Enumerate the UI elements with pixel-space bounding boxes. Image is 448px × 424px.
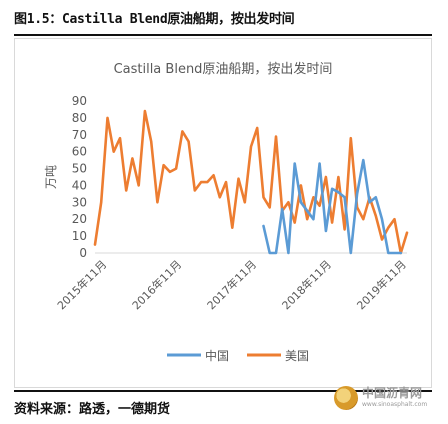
x-tick-label: 2019年11月 [354,257,409,312]
series-lines [93,109,409,255]
line-chart: Castilla Blend原油船期，按出发时间 万吨 0 10 20 30 40 50 6… [44,61,409,363]
legend-label: 中国 [205,348,229,363]
x-tick-label: 2017年11月 [204,257,259,312]
bottom-rule [14,390,432,392]
series-line-美国 [93,109,409,255]
top-rule [14,34,432,36]
y-tick-label: 20 [72,212,87,226]
x-tick-label: 2016年11月 [129,257,184,312]
x-tick-label: 2015年11月 [54,257,109,312]
y-axis-label: 万吨 [44,165,58,189]
chart-title: Castilla Blend原油船期，按出发时间 [114,61,333,77]
y-tick-label: 60 [72,145,87,159]
source-note: 资料来源：路透，一德期货 [14,402,171,417]
figure-caption: 图1.5：Castilla Blend原油船期，按出发时间 [14,12,295,27]
legend-label: 美国 [285,349,309,363]
watermark-logo-icon [334,386,358,410]
y-tick-label: 40 [72,178,87,192]
y-tick-label: 50 [72,162,87,176]
y-tick-label: 30 [72,195,87,209]
series-line-中国 [262,158,403,255]
y-tick-label: 0 [79,246,87,260]
y-tick-label: 70 [72,128,87,142]
x-tick-label: 2018年11月 [279,257,334,312]
watermark: 中国沥青网 www.sinoasphalt.com [334,384,438,422]
y-axis-ticks: 0 10 20 30 40 50 60 70 80 90 [72,94,87,260]
y-tick-label: 10 [72,229,87,243]
watermark-url: www.sinoasphalt.com [362,401,428,408]
x-axis-ticks: 2015年11月 2016年11月 2017年11月 2018年11月 2019年11月 [54,257,409,312]
legend: 中国 美国 [167,348,309,363]
y-tick-label: 80 [72,111,87,125]
chart-frame: Castilla Blend原油船期，按出发时间 万吨 0 10 20 30 40 50 6… [14,38,432,388]
y-tick-label: 90 [72,94,87,108]
watermark-text: 中国沥青网 [362,386,423,400]
